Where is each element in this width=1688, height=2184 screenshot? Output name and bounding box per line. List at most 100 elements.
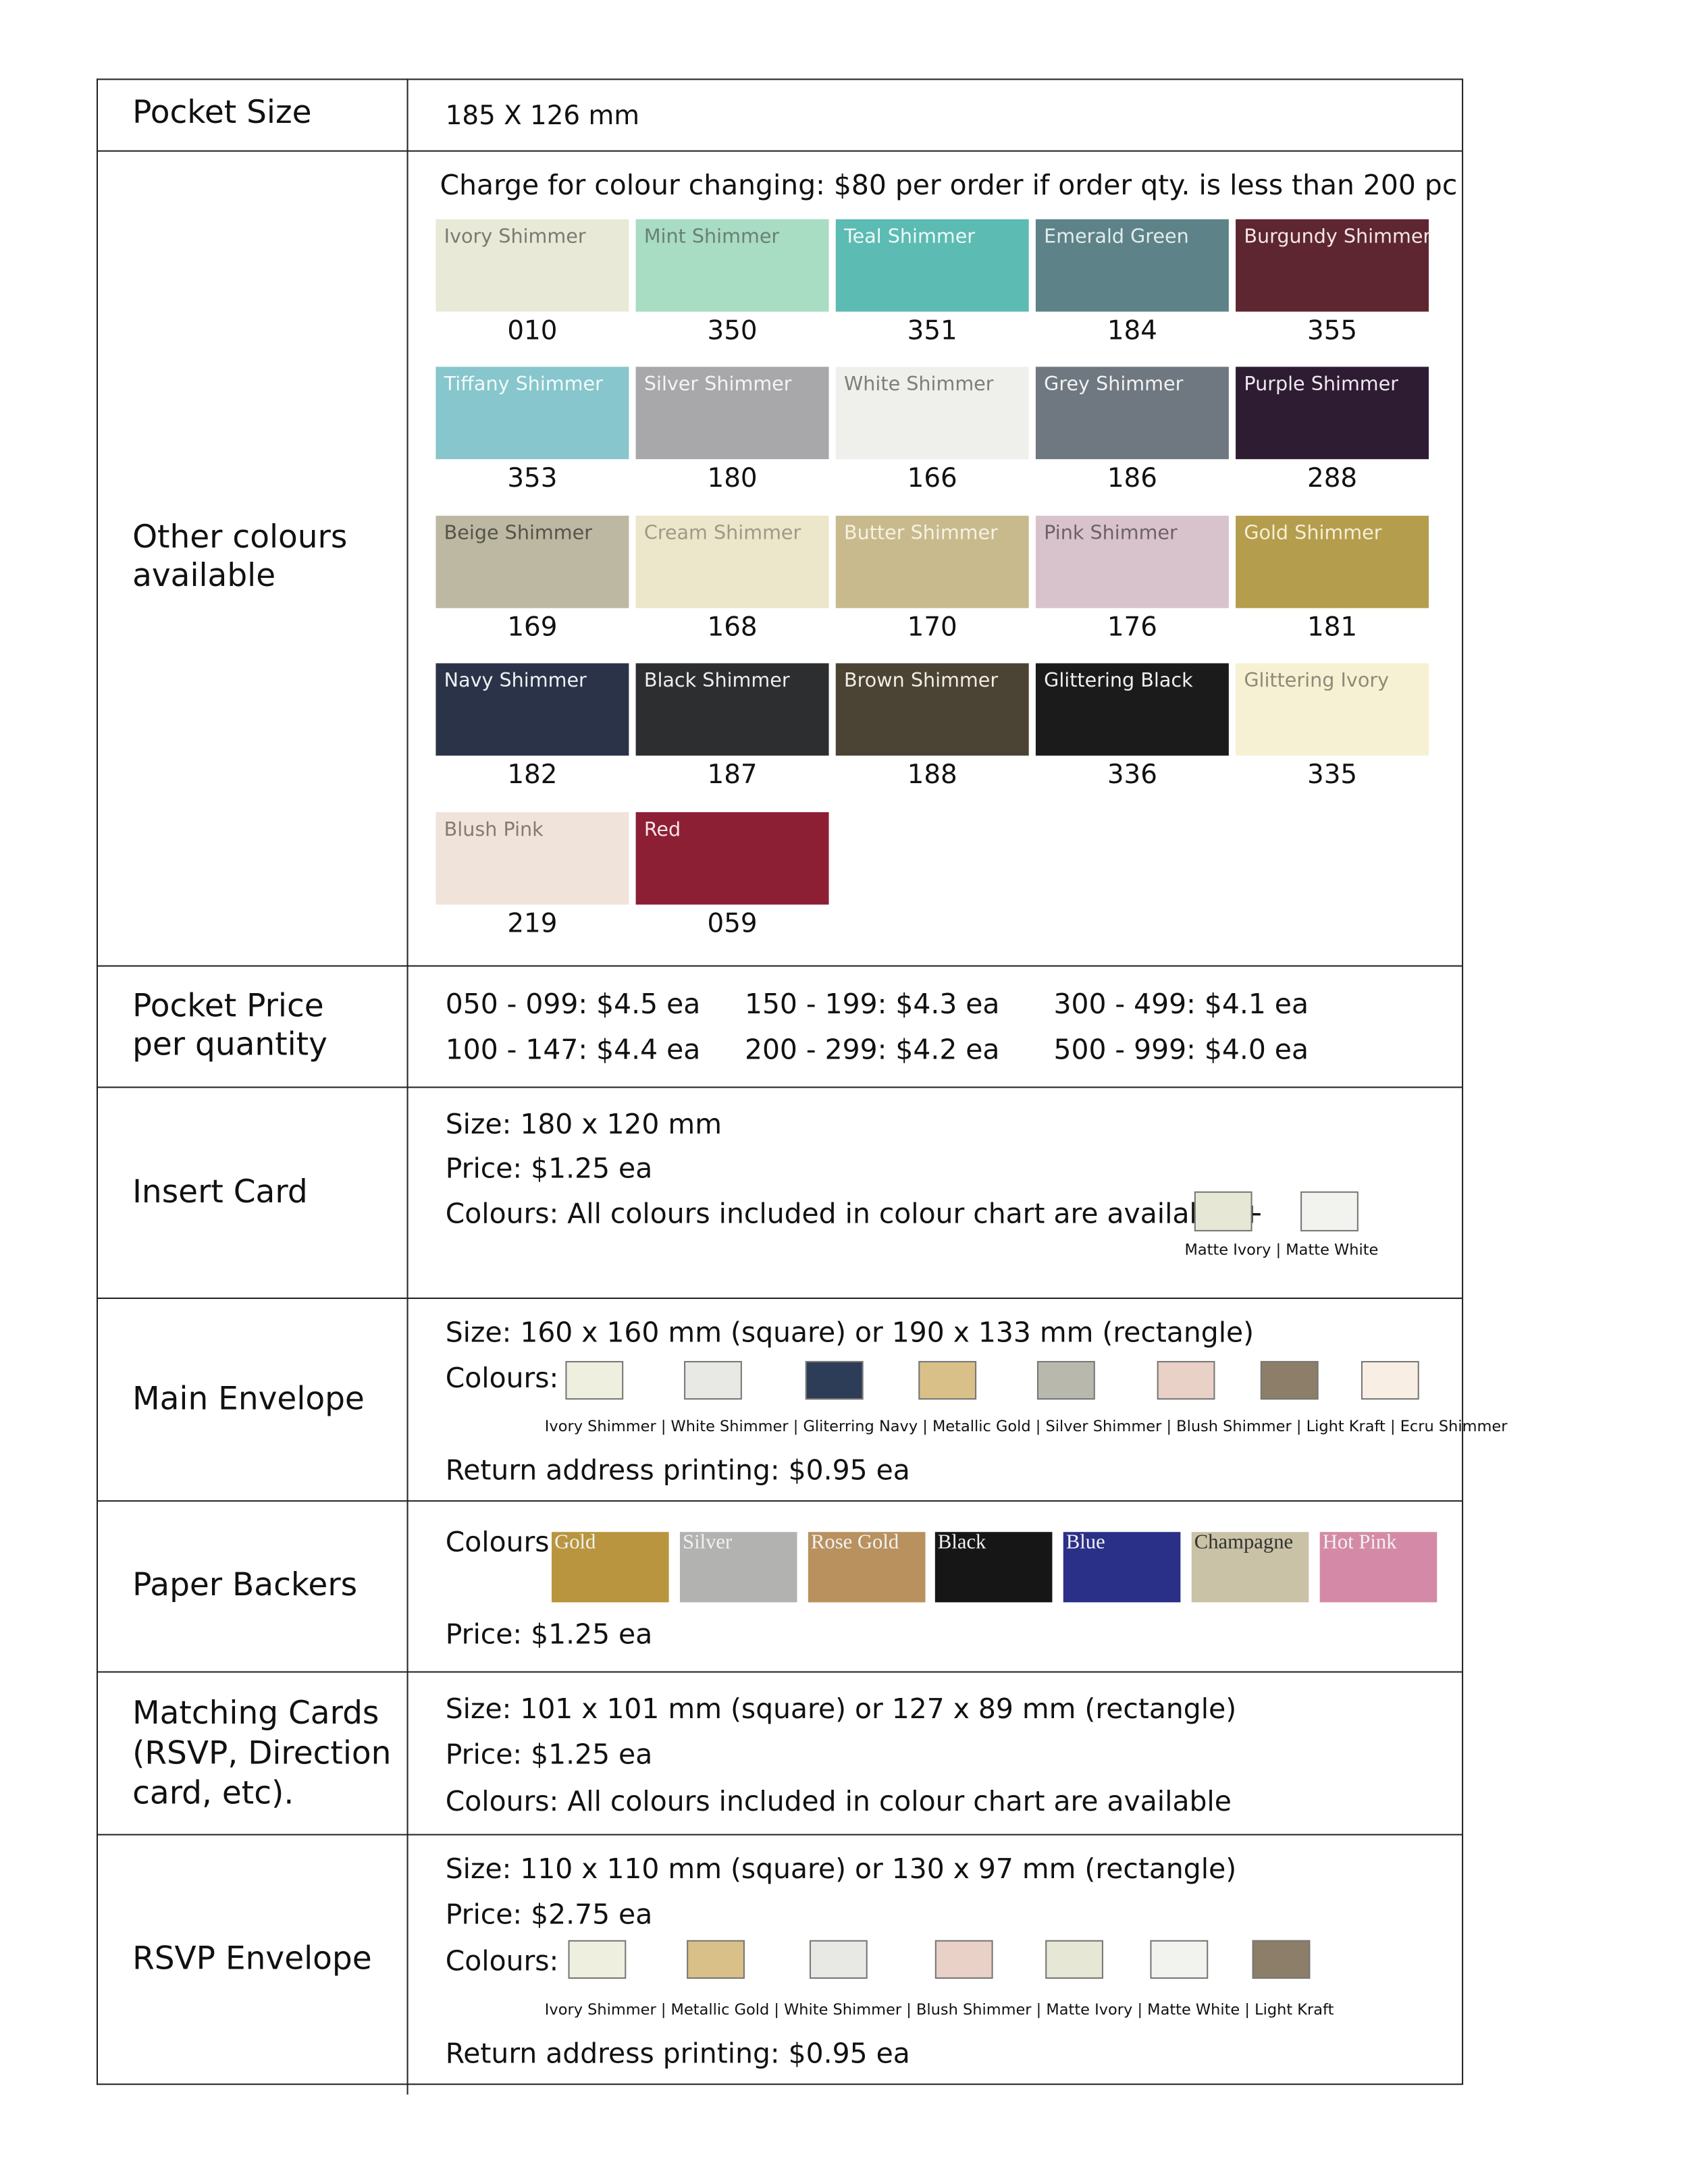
colour-swatch xyxy=(1236,663,1429,756)
colour-swatch xyxy=(436,515,629,608)
swatch-code: 350 xyxy=(707,315,758,346)
swatch-code: 180 xyxy=(707,462,758,494)
backer-swatch xyxy=(1319,1532,1438,1603)
rule xyxy=(406,78,409,2095)
swatch xyxy=(934,1940,993,1979)
swatch xyxy=(684,1360,742,1400)
swatch-code: 336 xyxy=(1107,759,1157,790)
swatch-name: Black Shimmer xyxy=(643,670,790,693)
swatch-code: 353 xyxy=(507,462,558,494)
caption: Ivory Shimmer | Metallic Gold | White Sh… xyxy=(544,2000,1334,2019)
rule xyxy=(96,1297,1462,1300)
rule xyxy=(96,2083,1462,2085)
swatch xyxy=(918,1360,977,1400)
swatch xyxy=(1036,1360,1095,1400)
swatch-name: Navy Shimmer xyxy=(444,670,587,693)
text: Size: 110 x 110 mm (square) or 130 x 97 … xyxy=(445,1852,1237,1886)
swatch-name: Grey Shimmer xyxy=(1044,373,1184,396)
swatch-code: 187 xyxy=(707,759,758,790)
caption: Ivory Shimmer | White Shimmer | Gliterri… xyxy=(544,1417,1508,1435)
swatch xyxy=(1194,1191,1252,1231)
swatch-name: Butter Shimmer xyxy=(844,522,998,545)
swatch-name: Pink Shimmer xyxy=(1044,522,1178,545)
swatch-code: 351 xyxy=(907,315,957,346)
colour-swatch xyxy=(835,663,1029,756)
swatch-name: Gold xyxy=(554,1532,596,1555)
swatch-name: Glittering Ivory xyxy=(1244,670,1390,693)
text: Size: 101 x 101 mm (square) or 127 x 89 … xyxy=(445,1692,1237,1726)
rule xyxy=(96,1500,1462,1502)
row-label: available xyxy=(132,558,276,595)
rule xyxy=(96,1086,1462,1089)
colour-swatch xyxy=(1236,515,1429,608)
colour-swatch xyxy=(1236,219,1429,312)
swatch-name: Blush Pink xyxy=(444,819,544,841)
rule xyxy=(96,78,1462,81)
rule xyxy=(96,78,99,2085)
colour-swatch xyxy=(436,219,629,312)
text: Colours: xyxy=(445,1360,559,1394)
colour-swatch xyxy=(436,812,629,905)
price-tier: 150 - 199: $4.3 ea xyxy=(744,987,1000,1021)
value: 185 X 126 mm xyxy=(445,100,640,131)
colour-swatch xyxy=(835,367,1029,460)
swatch-name: Cream Shimmer xyxy=(643,522,801,545)
text: Size: 160 x 160 mm (square) or 190 x 133… xyxy=(445,1315,1255,1349)
swatch-name: Rose Gold xyxy=(810,1532,899,1555)
colour-swatch xyxy=(835,515,1029,608)
text: Size: 180 x 120 mm xyxy=(445,1107,722,1141)
swatch-name: Teal Shimmer xyxy=(844,225,976,248)
swatch-code: 355 xyxy=(1307,315,1358,346)
swatch-name: Burgundy Shimmer xyxy=(1244,225,1431,248)
swatch-name: Silver Shimmer xyxy=(643,373,792,396)
swatch xyxy=(1260,1360,1319,1400)
swatch-code: 182 xyxy=(507,759,558,790)
backer-swatch xyxy=(552,1532,669,1603)
row-label: Paper Backers xyxy=(132,1568,358,1604)
swatch-name: Purple Shimmer xyxy=(1244,373,1399,396)
swatch-name: Gold Shimmer xyxy=(1244,522,1382,545)
colour-swatch xyxy=(1035,515,1229,608)
swatch xyxy=(1361,1360,1419,1400)
swatch-code: 188 xyxy=(907,759,957,790)
colour-swatch xyxy=(1035,219,1229,312)
colour-swatch xyxy=(635,367,829,460)
rule xyxy=(96,965,1462,967)
colour-swatch xyxy=(635,663,829,756)
swatch-code: 219 xyxy=(507,908,558,939)
price-tier: 500 - 999: $4.0 ea xyxy=(1053,1032,1309,1066)
swatch xyxy=(687,1940,745,1979)
swatch-code: 335 xyxy=(1307,759,1358,790)
text: Colours: xyxy=(445,1525,559,1559)
backer-swatch xyxy=(1191,1532,1309,1603)
swatch-code: 176 xyxy=(1107,612,1157,643)
text: Price: $1.25 ea xyxy=(445,1737,653,1771)
text: Price: $1.25 ea xyxy=(445,1151,653,1185)
row-label: Pocket Price xyxy=(132,988,324,1025)
row-label: Pocket Size xyxy=(132,95,312,132)
price-tier: 200 - 299: $4.2 ea xyxy=(744,1032,1000,1066)
backer-swatch xyxy=(934,1532,1053,1603)
swatch-name: Blue xyxy=(1065,1532,1105,1555)
row-label: Matching Cards xyxy=(132,1697,379,1733)
colour-swatch xyxy=(1035,663,1229,756)
text: Price: $2.75 ea xyxy=(445,1897,653,1931)
backer-swatch xyxy=(679,1532,797,1603)
colour-swatch xyxy=(635,812,829,905)
price-tier: 050 - 099: $4.5 ea xyxy=(445,987,701,1021)
swatch xyxy=(568,1940,627,1979)
colour-swatch xyxy=(436,663,629,756)
swatch xyxy=(805,1360,864,1400)
swatch-code: 184 xyxy=(1107,315,1157,346)
row-label: per quantity xyxy=(132,1028,327,1064)
swatch xyxy=(1045,1940,1103,1979)
colour-swatch xyxy=(1236,367,1429,460)
swatch-name: Emerald Green xyxy=(1044,225,1189,248)
swatch xyxy=(1300,1191,1359,1231)
text: Colours: All colours included in colour … xyxy=(445,1784,1232,1818)
colour-swatch xyxy=(1035,367,1229,460)
swatch-name: Silver xyxy=(683,1532,733,1555)
colour-swatch xyxy=(635,515,829,608)
row-label: Main Envelope xyxy=(132,1381,365,1418)
